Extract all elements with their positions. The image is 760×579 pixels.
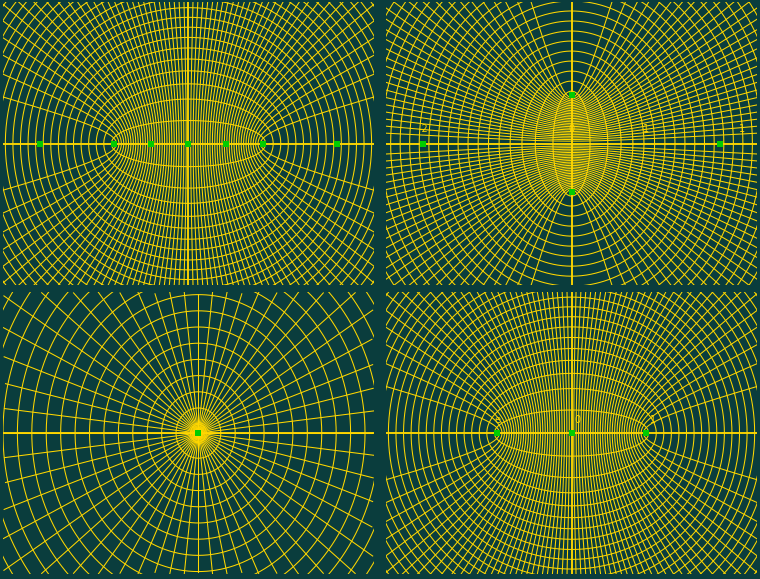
Text: 1: 1	[739, 124, 746, 134]
Text: 0: 0	[568, 124, 575, 134]
Text: 1: 1	[643, 124, 649, 134]
Text: 0: 0	[575, 415, 581, 425]
Text: -2: -2	[418, 124, 428, 134]
Text: e: e	[494, 415, 500, 425]
Text: 1: 1	[650, 415, 656, 425]
